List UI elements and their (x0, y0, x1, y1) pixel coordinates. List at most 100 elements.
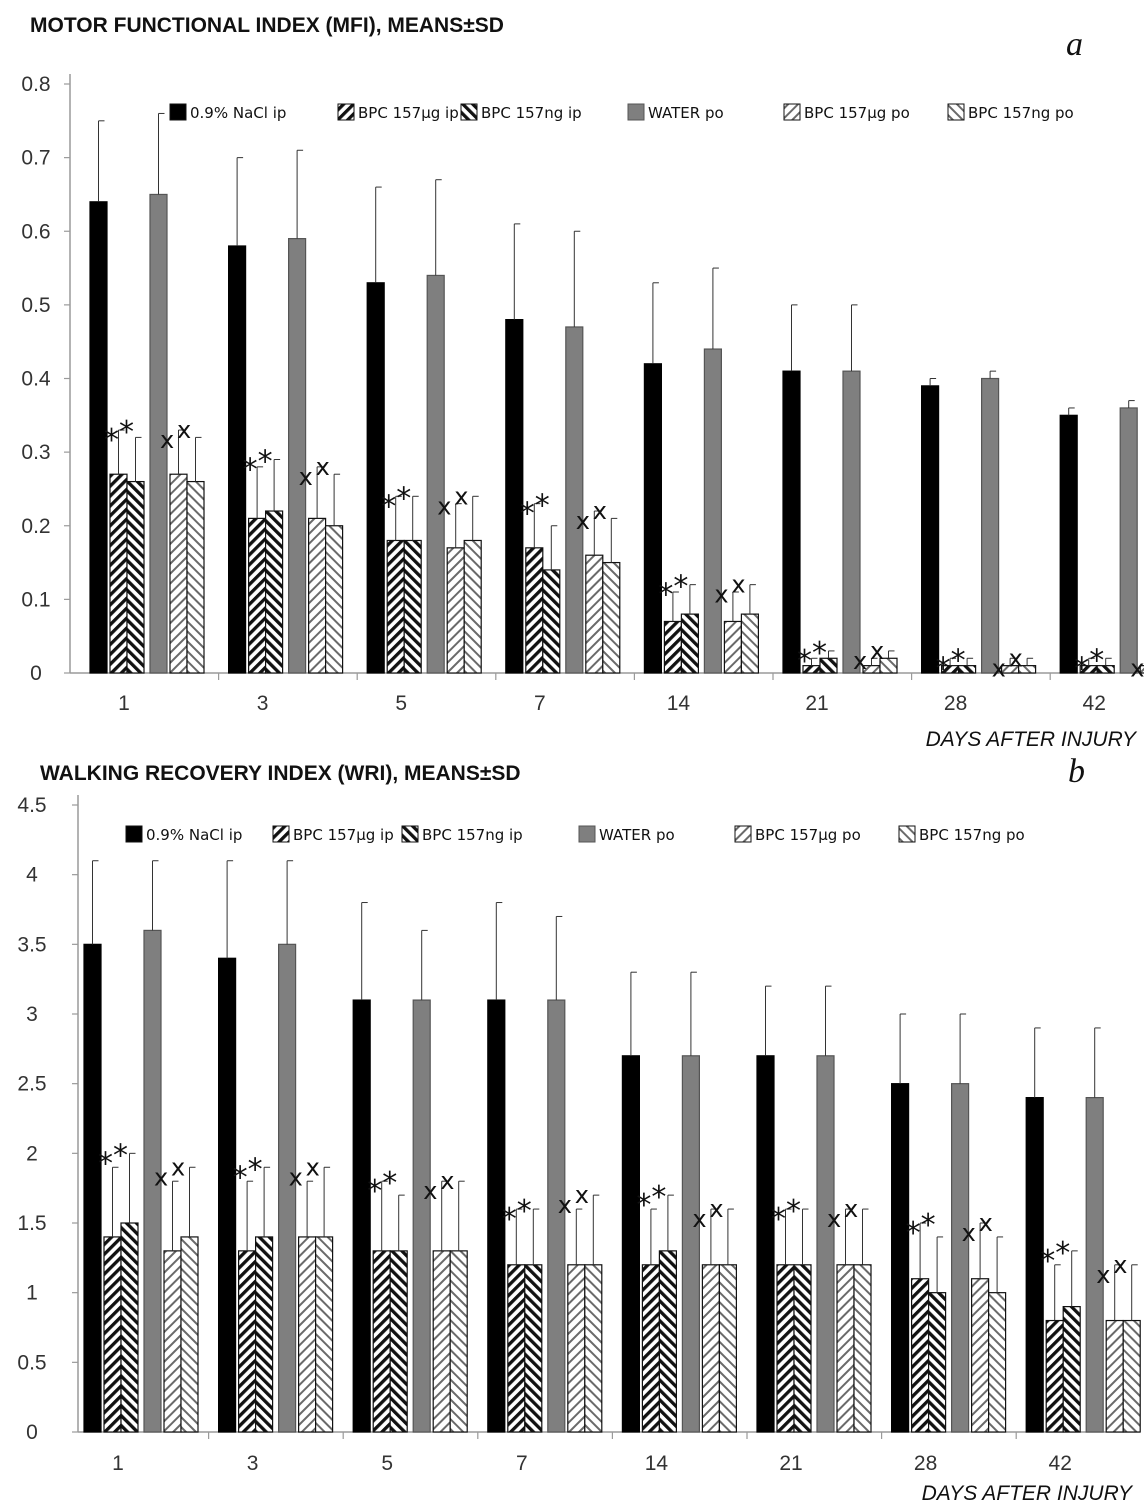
bar (643, 363, 663, 674)
legend-swatch (898, 825, 916, 843)
bar (1119, 407, 1138, 674)
significance-mark: * (1055, 1236, 1070, 1271)
bar (180, 1236, 199, 1433)
significance-mark: x (437, 492, 451, 520)
y-tick-label: 0.6 (21, 220, 50, 243)
significance-mark: x (731, 571, 745, 599)
significance-mark: * (396, 481, 411, 516)
legend-entry: BPC 157ng po (968, 104, 1074, 122)
significance-mark: * (382, 1166, 397, 1201)
bar (389, 1250, 408, 1433)
legend-swatch (627, 103, 645, 121)
y-tick-label: 4 (26, 864, 38, 887)
significance-mark: * (1040, 1244, 1055, 1279)
y-tick-label: 0.1 (21, 588, 50, 611)
bar (109, 473, 128, 674)
significance-mark: x (992, 654, 1006, 682)
bar (585, 554, 604, 674)
bar (1059, 414, 1078, 674)
x-tick-label: 28 (914, 1452, 937, 1475)
bar (120, 1222, 139, 1433)
bar (890, 1083, 910, 1433)
significance-mark: x (979, 1209, 993, 1237)
significance-mark: x (709, 1195, 723, 1223)
significance-mark: x (962, 1219, 976, 1247)
bar (412, 999, 431, 1433)
bar (980, 377, 1000, 674)
bar (723, 620, 743, 674)
bar (567, 1264, 586, 1433)
bar (163, 1250, 182, 1433)
significance-mark: * (258, 444, 273, 479)
significance-mark: * (658, 578, 673, 613)
significance-mark: x (1130, 654, 1144, 682)
bar (426, 274, 445, 674)
bar (1122, 1319, 1141, 1433)
bar (238, 1250, 257, 1433)
legend-entry: 0.9% NaCl ip (146, 826, 242, 844)
y-tick-label: 0.5 (21, 294, 50, 317)
bar (463, 539, 482, 674)
x-axis-label: DAYS AFTER INJURY (922, 1482, 1134, 1505)
bar (987, 1292, 1007, 1433)
significance-mark: x (870, 637, 884, 665)
bar (680, 613, 700, 674)
bar (446, 547, 465, 674)
significance-mark: x (306, 1153, 320, 1181)
legend-entry: BPC 157µg po (755, 826, 861, 844)
bar (910, 1278, 930, 1433)
bar (524, 1264, 543, 1433)
significance-mark: x (844, 1195, 858, 1223)
significance-mark: x (171, 1153, 185, 1181)
significance-mark: x (440, 1167, 454, 1195)
bar (842, 370, 861, 674)
x-tick-label: 21 (779, 1452, 802, 1475)
bar (1062, 1305, 1081, 1433)
x-tick-label: 1 (118, 692, 130, 715)
significance-mark: x (853, 647, 867, 675)
bar (403, 539, 422, 674)
y-tick-label: 0.3 (21, 441, 50, 464)
legend-swatch (460, 103, 478, 121)
bar (927, 1292, 947, 1433)
x-tick-label: 42 (1049, 1452, 1072, 1475)
legend-entry: WATER po (599, 826, 675, 844)
significance-mark: * (502, 1202, 517, 1237)
bar (602, 561, 621, 674)
bar (836, 1264, 855, 1433)
significance-mark: * (906, 1216, 921, 1251)
legend-entry: BPC 157ng ip (422, 826, 523, 844)
significance-mark: * (535, 489, 550, 524)
significance-mark: * (98, 1146, 113, 1181)
bar (703, 348, 723, 674)
significance-mark: x (692, 1205, 706, 1233)
significance-mark: * (367, 1174, 382, 1209)
legend-entry: BPC 157ng po (919, 826, 1025, 844)
bar (325, 525, 344, 674)
bar (542, 569, 561, 674)
x-tick-label: 21 (805, 692, 828, 715)
x-tick-label: 14 (667, 692, 691, 715)
x-tick-label: 14 (645, 1452, 669, 1475)
significance-mark: * (636, 1188, 651, 1223)
significance-mark: * (381, 489, 396, 524)
chart-title: WALKING RECOVERY INDEX (WRI), MEANS±SD (40, 762, 521, 785)
x-tick-label: 5 (395, 692, 407, 715)
significance-mark: * (104, 423, 119, 458)
significance-mark: * (233, 1160, 248, 1195)
bar (265, 510, 284, 674)
x-tick-label: 7 (534, 692, 546, 715)
significance-mark: * (520, 497, 535, 532)
y-tick-label: 3 (26, 1003, 38, 1026)
y-tick-label: 3.5 (17, 933, 46, 956)
x-tick-label: 5 (381, 1452, 393, 1475)
bar (658, 1250, 678, 1433)
x-tick-label: 3 (247, 1452, 259, 1475)
y-tick-label: 1.5 (17, 1212, 46, 1235)
legend-entry: WATER po (648, 104, 724, 122)
bar (308, 517, 327, 674)
significance-mark: x (454, 482, 468, 510)
y-tick-label: 0.4 (21, 368, 51, 391)
legend-swatch (272, 825, 290, 843)
bar (288, 238, 307, 674)
